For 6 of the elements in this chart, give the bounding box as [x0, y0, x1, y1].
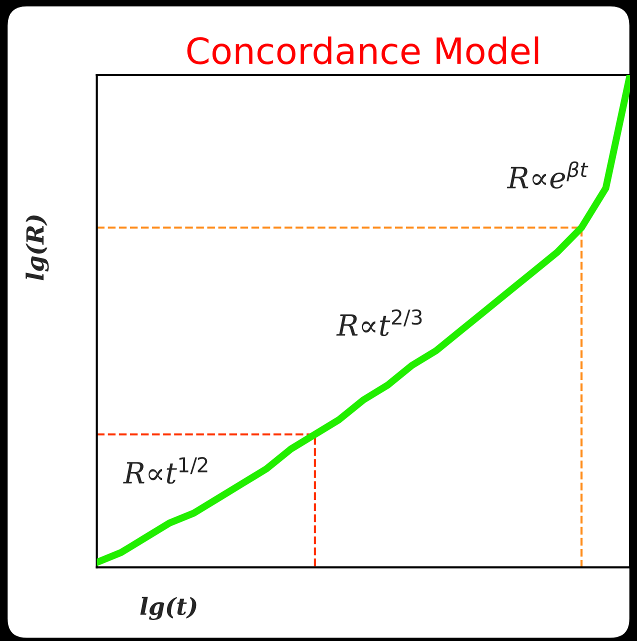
annotation: R∝t$^{1/2}$ [123, 457, 208, 484]
annotation: R∝t$^{2/3}$ [336, 309, 422, 336]
y-axis-title: lg(R) [26, 216, 49, 280]
x-axis-title: lg(t) [140, 596, 196, 620]
annotation: R∝e$^{βt}$ [506, 161, 588, 189]
chart-title: Concordance Model [187, 36, 538, 64]
